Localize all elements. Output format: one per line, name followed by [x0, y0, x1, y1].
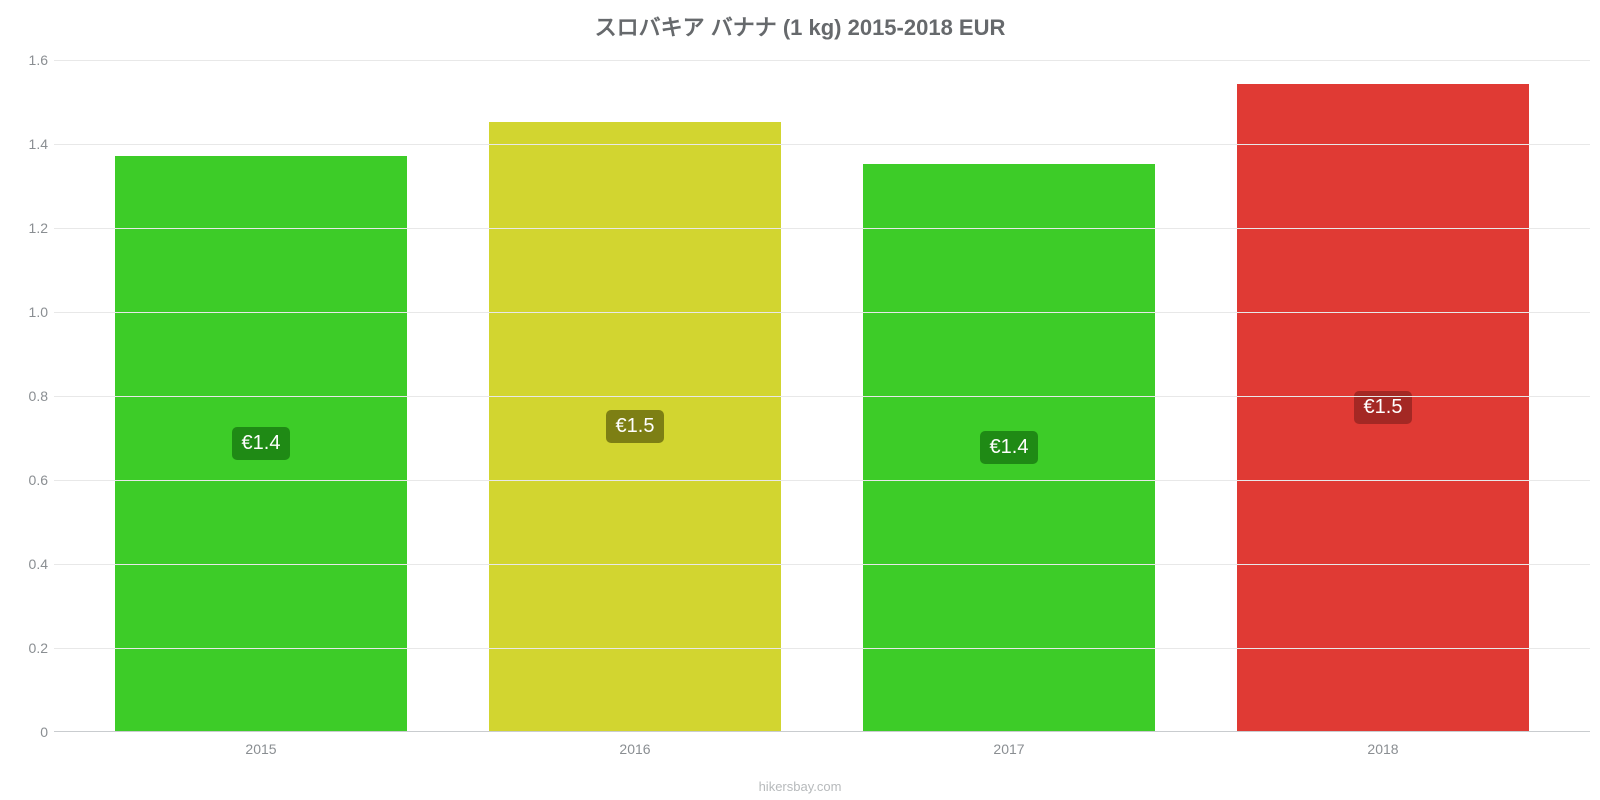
grid-line: [54, 480, 1590, 481]
y-tick-label: 0.8: [8, 388, 48, 404]
grid-line: [54, 312, 1590, 313]
grid-line: [54, 228, 1590, 229]
x-tick-label: 2018: [1367, 741, 1398, 757]
value-badge: €1.4: [232, 427, 291, 460]
y-tick-label: 1.0: [8, 304, 48, 320]
y-tick-label: 1.4: [8, 136, 48, 152]
value-badge: €1.4: [980, 431, 1039, 464]
x-tick-label: 2017: [993, 741, 1024, 757]
value-badge: €1.5: [606, 410, 665, 443]
bar: €1.4: [115, 156, 407, 731]
y-tick-label: 1.6: [8, 52, 48, 68]
chart-title: スロバキア バナナ (1 kg) 2015-2018 EUR: [0, 10, 1600, 42]
plot-area: €1.42015€1.52016€1.42017€1.52018: [54, 60, 1590, 732]
y-tick-label: 0.6: [8, 472, 48, 488]
bar: €1.4: [863, 164, 1155, 731]
bar: €1.5: [489, 122, 781, 731]
grid-line: [54, 564, 1590, 565]
attribution-text: hikersbay.com: [0, 779, 1600, 794]
grid-line: [54, 60, 1590, 61]
x-tick-label: 2016: [619, 741, 650, 757]
y-tick-label: 0.4: [8, 556, 48, 572]
bar: €1.5: [1237, 84, 1529, 731]
grid-line: [54, 144, 1590, 145]
x-tick-label: 2015: [245, 741, 276, 757]
grid-line: [54, 648, 1590, 649]
y-tick-label: 0: [8, 724, 48, 740]
chart-container: スロバキア バナナ (1 kg) 2015-2018 EUR €1.42015€…: [0, 0, 1600, 800]
y-tick-label: 0.2: [8, 640, 48, 656]
y-tick-label: 1.2: [8, 220, 48, 236]
grid-line: [54, 396, 1590, 397]
